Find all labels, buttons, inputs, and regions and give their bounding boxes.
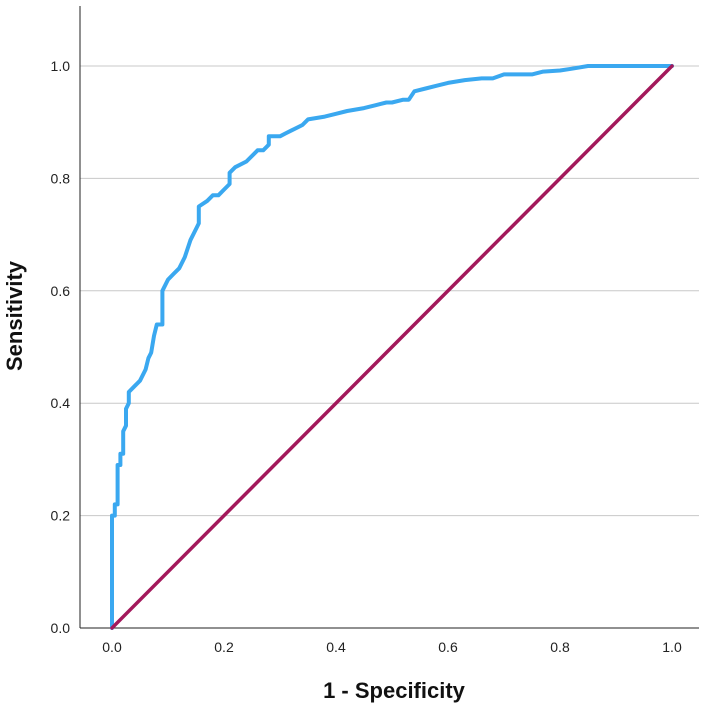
tick-layer: 0.0 0.2 0.4 0.6 0.8 1.0 0.0 0.2 0.4 0.6 0.8 1.0 [51,58,682,655]
x-tick-label-5: 1.0 [662,639,682,655]
y-tick-label-3: 0.6 [51,283,71,299]
y-tick-label-5: 1.0 [51,58,71,74]
x-tick-label-4: 0.8 [550,639,570,655]
series-layer [110,64,674,630]
roc-curve-line [110,64,674,630]
y-tick-label-2: 0.4 [51,395,71,411]
reference-diagonal-line [110,64,674,630]
x-axis-title: 1 - Specificity [323,678,466,703]
x-tick-label-2: 0.4 [326,639,346,655]
x-tick-label-3: 0.6 [438,639,458,655]
grid-layer [80,65,699,517]
x-tick-label-0: 0.0 [102,639,122,655]
y-tick-label-4: 0.8 [51,170,71,186]
axis-layer [79,6,699,629]
y-axis-title: Sensitivity [2,260,27,371]
y-tick-label-1: 0.2 [51,508,71,524]
x-tick-label-1: 0.2 [214,639,234,655]
y-tick-label-0: 0.0 [51,620,71,636]
